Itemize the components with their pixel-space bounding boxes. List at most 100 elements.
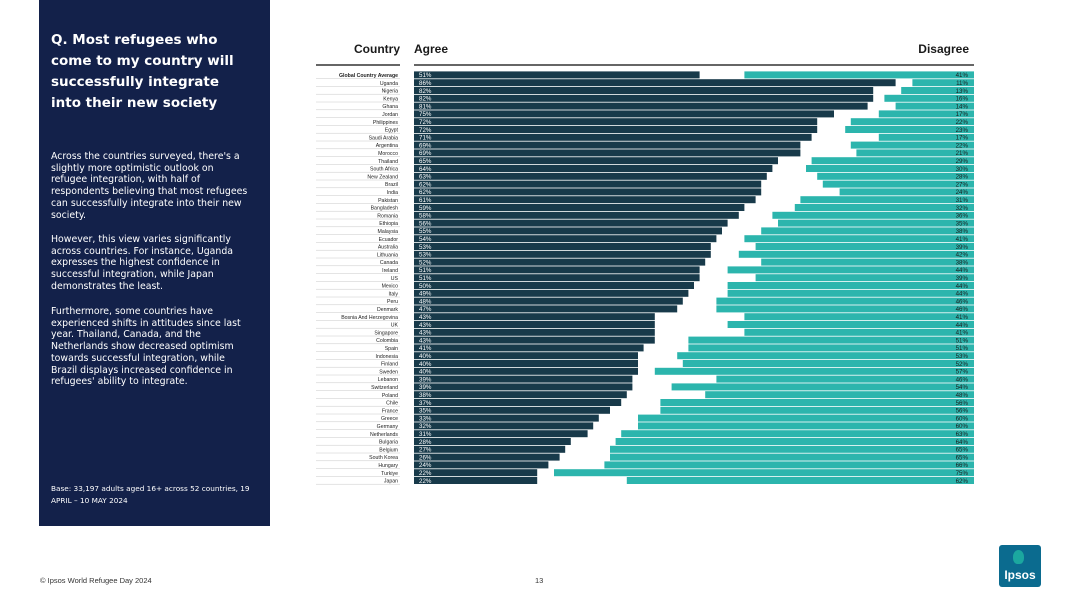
disagree-value-label: 56% bbox=[956, 400, 969, 407]
disagree-value-label: 60% bbox=[956, 423, 969, 430]
chart-row-poland: Poland 38% 48% bbox=[316, 391, 974, 399]
bar-disagree bbox=[604, 461, 974, 469]
chart-row-jordan: Jordan 75% 17% bbox=[316, 110, 974, 118]
agree-value-label: 58% bbox=[419, 213, 432, 220]
country-label: Colombia bbox=[376, 338, 398, 344]
bar-agree bbox=[414, 110, 834, 118]
bar-disagree bbox=[705, 391, 974, 399]
chart-row-france: France 35% 56% bbox=[316, 406, 974, 415]
bar-disagree bbox=[610, 453, 974, 461]
disagree-value-label: 66% bbox=[956, 462, 969, 469]
bar-agree bbox=[414, 336, 655, 344]
bar-disagree bbox=[761, 258, 974, 266]
agree-value-label: 35% bbox=[419, 408, 432, 415]
agree-value-label: 39% bbox=[419, 376, 432, 383]
bar-disagree bbox=[772, 211, 974, 219]
bar-disagree bbox=[660, 399, 974, 406]
disagree-value-label: 17% bbox=[956, 111, 969, 118]
base-note: Base: 33,197 adults aged 16+ across 52 c… bbox=[51, 484, 250, 505]
agree-value-label: 38% bbox=[419, 392, 432, 399]
disagree-value-label: 28% bbox=[956, 174, 969, 181]
country-label: Jordan bbox=[382, 112, 398, 118]
bar-disagree bbox=[755, 243, 974, 250]
country-label: Global Country Average bbox=[339, 73, 398, 79]
bar-disagree bbox=[688, 344, 974, 352]
agree-value-label: 54% bbox=[419, 236, 432, 243]
chart-row-brazil: Brazil 62% 27% bbox=[316, 180, 974, 188]
chart-row-turkiye: Turkiye 22% 75% bbox=[316, 469, 974, 477]
country-label: South Africa bbox=[370, 167, 398, 173]
bar-agree bbox=[414, 118, 818, 126]
chart-row-lebanon: Lebanon 39% 46% bbox=[316, 375, 974, 383]
bar-disagree bbox=[800, 196, 974, 204]
country-label: Ethiopia bbox=[379, 221, 398, 227]
disagree-value-label: 57% bbox=[956, 369, 969, 376]
country-label: Thailand bbox=[378, 159, 398, 165]
country-label: Hungary bbox=[378, 463, 398, 469]
chart-row-saudi-arabia: Saudi Arabia 71% 17% bbox=[316, 133, 974, 142]
chart-row-australia: Australia 53% 39% bbox=[316, 243, 974, 251]
agree-value-label: 43% bbox=[419, 330, 432, 337]
country-label: Ireland bbox=[382, 268, 398, 274]
country-label: Canada bbox=[380, 260, 398, 266]
bar-agree bbox=[414, 172, 767, 180]
bar-disagree bbox=[688, 336, 974, 344]
bar-disagree bbox=[610, 445, 974, 453]
country-label: Egypt bbox=[385, 128, 399, 134]
disagree-value-label: 60% bbox=[956, 415, 969, 422]
chart-row-japan: Japan 22% 62% bbox=[316, 477, 974, 485]
bar-disagree bbox=[901, 87, 974, 94]
chart-row-ghana: Ghana 81% 14% bbox=[316, 102, 974, 110]
bar-agree bbox=[414, 250, 711, 258]
stacked-bar-chart: Country Agree Disagree Global Country Av… bbox=[316, 42, 974, 485]
chart-row-netherlands: Netherlands 31% 63% bbox=[316, 430, 974, 438]
bar-agree bbox=[414, 406, 610, 414]
bar-disagree bbox=[738, 250, 974, 258]
disagree-value-label: 39% bbox=[956, 244, 969, 251]
country-label: Turkiye bbox=[381, 471, 398, 477]
chart-row-indonesia: Indonesia 40% 53% bbox=[316, 352, 974, 360]
agree-value-label: 27% bbox=[419, 447, 432, 454]
country-label: Philippines bbox=[373, 120, 398, 126]
bar-disagree bbox=[626, 477, 974, 484]
bar-disagree bbox=[884, 94, 974, 102]
bar-agree bbox=[414, 375, 633, 383]
bar-agree bbox=[414, 157, 778, 165]
country-label: Brazil bbox=[385, 182, 398, 188]
bar-disagree bbox=[761, 227, 974, 235]
bar-agree bbox=[414, 196, 756, 204]
bar-agree bbox=[414, 321, 655, 328]
country-label: Singapore bbox=[374, 330, 398, 336]
bar-disagree bbox=[716, 305, 974, 313]
chart-row-kenya: Kenya 82% 16% bbox=[316, 94, 974, 103]
country-label: Poland bbox=[382, 393, 398, 399]
disagree-value-label: 46% bbox=[956, 306, 969, 313]
disagree-value-label: 62% bbox=[956, 478, 969, 485]
header-disagree: Disagree bbox=[918, 42, 969, 56]
disagree-value-label: 48% bbox=[956, 392, 969, 399]
disagree-value-label: 38% bbox=[956, 228, 969, 235]
chart-row-bosnia-and-herzegovina: Bosnia And Herzegovina 43% 41% bbox=[316, 313, 974, 321]
disagree-value-label: 35% bbox=[956, 220, 969, 227]
bar-disagree bbox=[845, 126, 974, 133]
chart-row-bulgaria: Bulgaria 28% 64% bbox=[316, 438, 974, 446]
country-label: Spain bbox=[385, 346, 398, 352]
agree-value-label: 81% bbox=[419, 103, 432, 110]
bar-disagree bbox=[912, 79, 974, 87]
bar-disagree bbox=[755, 274, 974, 282]
bar-agree bbox=[414, 282, 694, 289]
chart-row-uk: UK 43% 44% bbox=[316, 321, 974, 329]
disagree-value-label: 29% bbox=[956, 158, 969, 165]
disagree-value-label: 23% bbox=[956, 127, 969, 134]
bar-disagree bbox=[895, 102, 974, 110]
bar-agree bbox=[414, 297, 683, 305]
agree-value-label: 71% bbox=[419, 135, 432, 142]
country-label: Bangladesh bbox=[371, 206, 399, 212]
logo-mark-icon bbox=[1013, 550, 1024, 564]
chart-row-finland: Finland 40% 52% bbox=[316, 360, 974, 368]
agree-value-label: 72% bbox=[419, 119, 432, 126]
bar-agree bbox=[414, 188, 762, 196]
country-label: Greece bbox=[381, 416, 398, 422]
bar-disagree bbox=[615, 438, 974, 445]
country-label: Belgium bbox=[379, 447, 398, 453]
